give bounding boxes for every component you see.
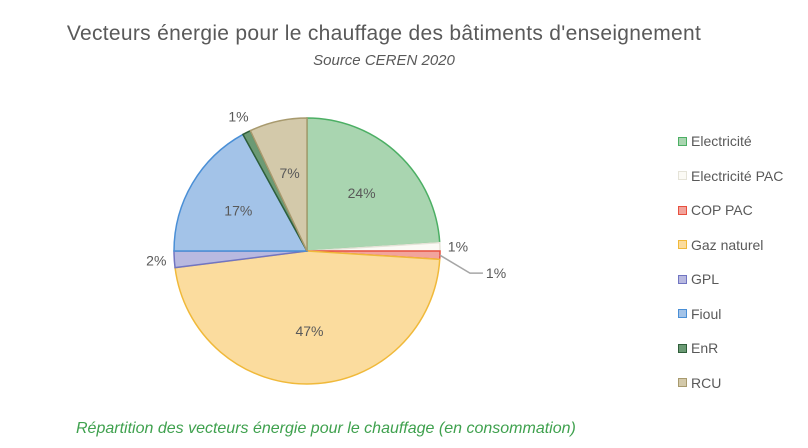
legend-item: Fioul	[678, 297, 783, 332]
legend-label: GPL	[691, 271, 720, 288]
data-label: 17%	[224, 202, 252, 218]
legend-item: Electricité	[678, 124, 783, 159]
legend-label: Fioul	[691, 305, 722, 322]
legend-swatch	[678, 309, 687, 319]
data-label: 2%	[146, 252, 166, 268]
legend-swatch	[678, 136, 687, 146]
legend: Electricité Electricité PAC COP PAC Gaz nat…	[678, 124, 783, 400]
legend-label: RCU	[691, 374, 722, 391]
legend-item: COP PAC	[678, 193, 783, 228]
legend-label: COP PAC	[691, 202, 753, 219]
legend-item: Gaz naturel	[678, 228, 783, 263]
chart-caption: Répartition des vecteurs énergie pour le…	[76, 420, 576, 437]
legend-item: EnR	[678, 331, 783, 366]
legend-item: RCU	[678, 366, 783, 401]
pie-slice-rcu	[249, 117, 308, 252]
legend-swatch	[678, 274, 687, 284]
legend-label: Gaz naturel	[691, 236, 764, 253]
legend-label: EnR	[691, 340, 719, 357]
legend-swatch	[678, 378, 687, 388]
data-label: 7%	[279, 165, 299, 181]
legend-item: Electricité PAC	[678, 159, 783, 194]
chart-title: Vecteurs énergie pour le chauffage des b…	[66, 22, 702, 45]
data-label: 1%	[228, 108, 248, 124]
legend-swatch	[678, 343, 687, 353]
pie-slice-electricité	[306, 117, 441, 252]
legend-swatch	[678, 171, 687, 181]
legend-swatch	[678, 240, 687, 250]
data-label: 1%	[486, 265, 506, 281]
pie-slice-fioul	[173, 133, 309, 252]
data-label: 1%	[448, 238, 468, 254]
data-label: 24%	[348, 185, 376, 201]
legend-label: Electricité PAC	[691, 167, 784, 184]
legend-label: Electricité	[691, 133, 752, 150]
leader-line	[439, 254, 483, 274]
legend-item: GPL	[678, 262, 783, 297]
chart-subtitle: Source CEREN 2020	[313, 52, 455, 69]
legend-swatch	[678, 205, 687, 215]
pie-slice-gaz-naturel	[174, 250, 441, 385]
data-label: 47%	[295, 323, 323, 339]
